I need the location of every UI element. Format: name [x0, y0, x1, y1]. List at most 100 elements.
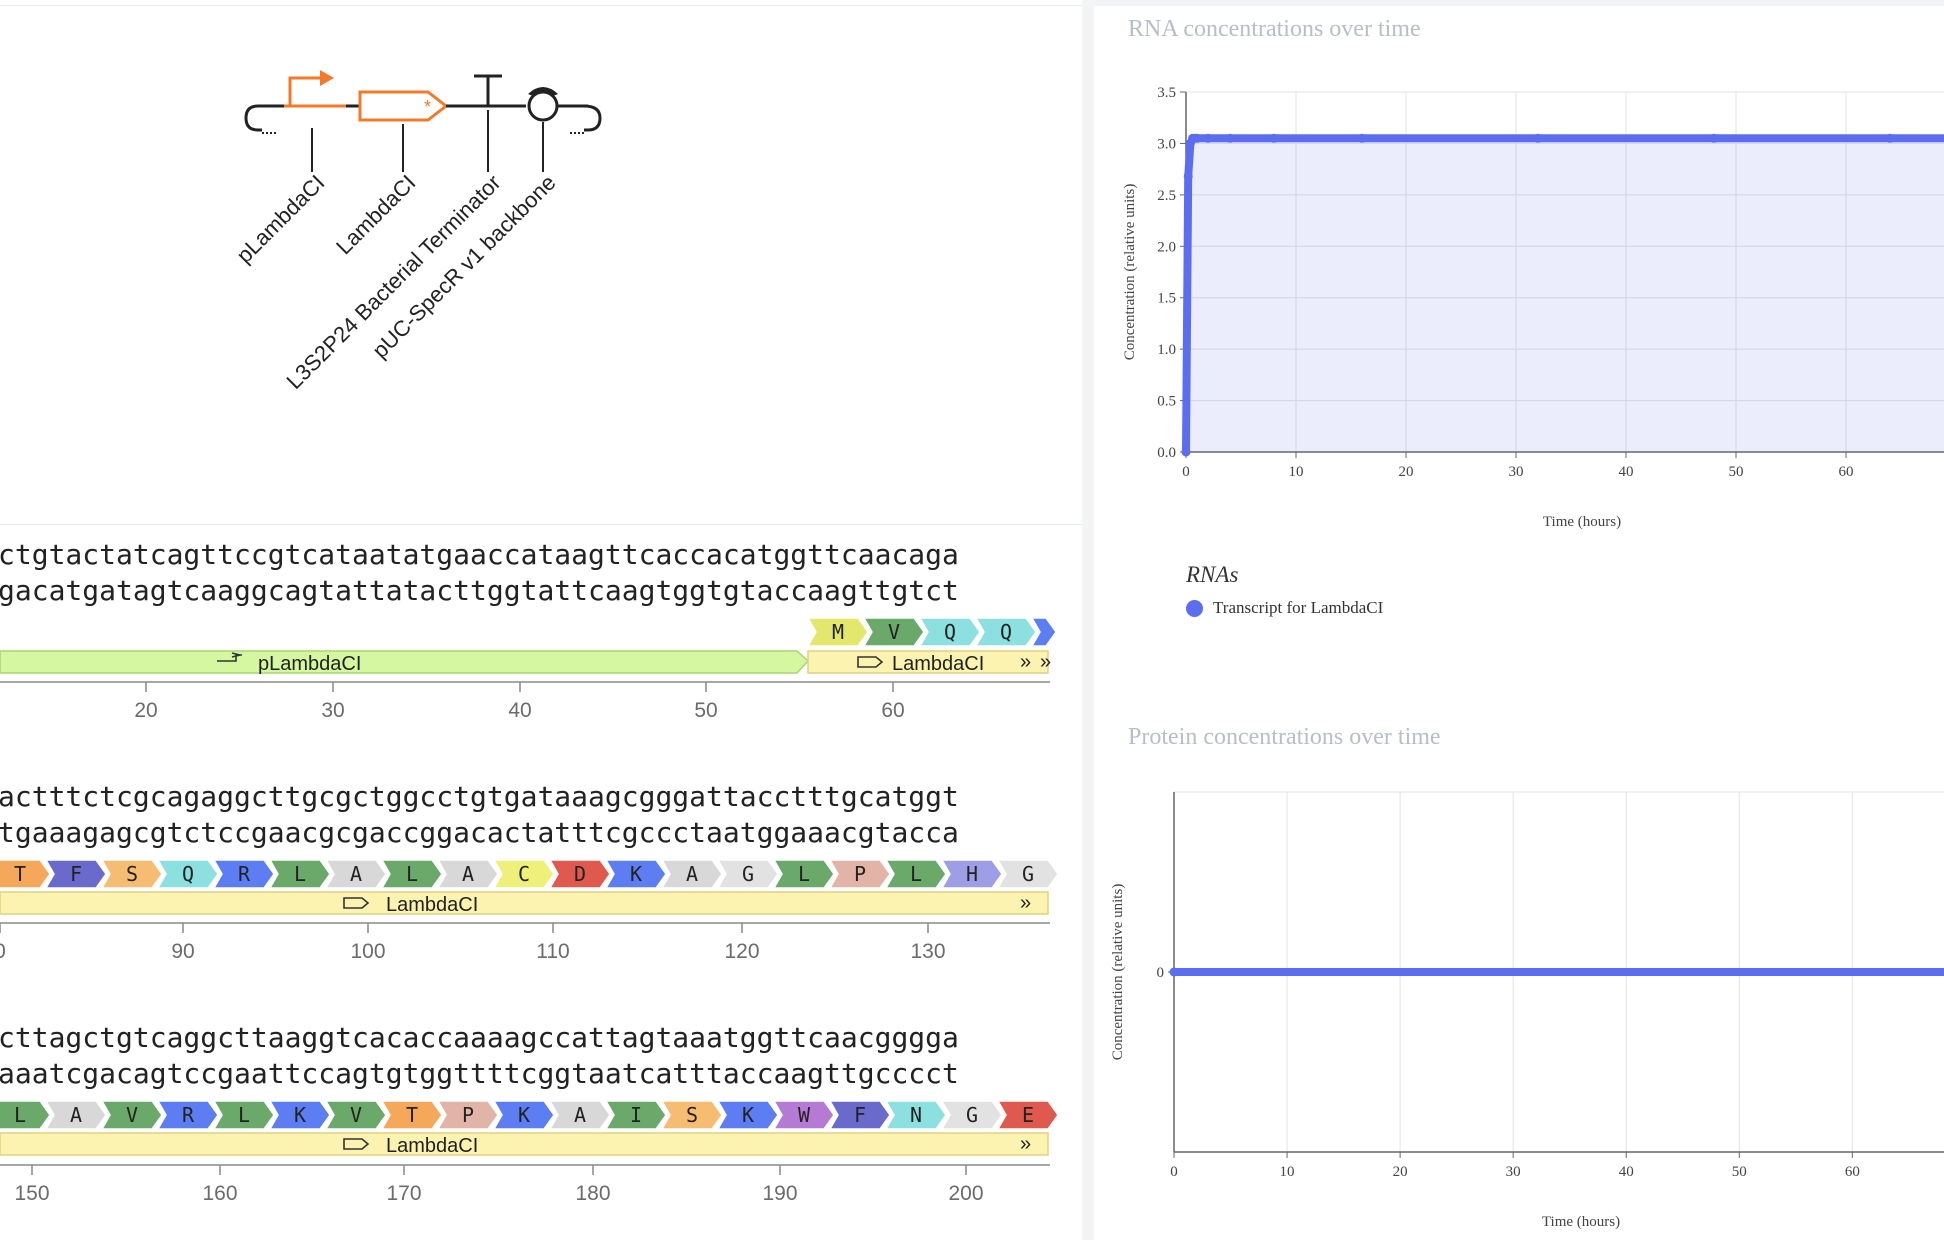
amino-acid-block[interactable] [492, 859, 555, 889]
data-point[interactable] [1357, 133, 1367, 143]
position-axis: 0 90 100 110 120 130 [0, 922, 1050, 963]
amino-acid-label: L [294, 862, 306, 886]
x-tick-label: 20 [1393, 1164, 1408, 1180]
top-strand[interactable]: cttagctgtcaggcttaaggtcacaccaaaagccattagt… [0, 1021, 959, 1054]
amino-acid-block[interactable] [492, 1100, 555, 1130]
data-point[interactable] [1181, 447, 1191, 457]
amino-acid-label: A [70, 1103, 82, 1127]
amino-acid-block[interactable] [996, 1100, 1059, 1130]
legend-item[interactable]: Transcript for LambdaCI [1186, 598, 1383, 618]
tick-label: 0 [0, 940, 6, 963]
y-tick-label: 0 [1157, 965, 1165, 981]
simulation-panel: RNA concentrations over time 0 10 20 30 40 50… [1094, 6, 1944, 1240]
sequence-row-3: cttagctgtcaggcttaaggtcacaccaaaagccattagt… [0, 1021, 1059, 1205]
amino-acid-block[interactable] [156, 1100, 219, 1130]
amino-acid-block[interactable] [548, 859, 611, 889]
amino-acid-block[interactable] [324, 1100, 387, 1130]
data-point[interactable] [1225, 133, 1235, 143]
protein-chart-title: Protein concentrations over time [1128, 724, 1441, 750]
data-point[interactable] [1885, 133, 1895, 143]
amino-acid-block[interactable] [716, 859, 779, 889]
cds-asterisk-icon: * [424, 97, 431, 117]
amino-acid-block[interactable] [772, 859, 835, 889]
amino-acid-block[interactable] [100, 1100, 163, 1130]
amino-acid-label: G [742, 862, 754, 886]
tick-label: 50 [694, 699, 717, 722]
amino-acid-label: Q [944, 620, 956, 644]
amino-acid-block[interactable] [268, 859, 331, 889]
amino-acid-label: S [126, 862, 138, 886]
amino-acid-label: K [518, 1103, 530, 1127]
amino-acid-block[interactable] [716, 1100, 779, 1130]
cds-glyph[interactable] [358, 90, 449, 122]
amino-acid-block[interactable] [828, 859, 891, 889]
bottom-strand[interactable]: gacatgatagtcaaggcagtattatacttggtattcaagt… [0, 574, 959, 607]
data-point[interactable] [1203, 133, 1213, 143]
amino-acid-block[interactable] [604, 859, 667, 889]
data-point[interactable] [1192, 133, 1202, 143]
amino-acid-block[interactable] [828, 1100, 891, 1130]
amino-acid-block[interactable] [156, 859, 219, 889]
amino-acid-block[interactable] [660, 859, 723, 889]
amino-acid-block[interactable] [806, 617, 869, 647]
amino-acid-label: A [350, 862, 362, 886]
amino-acid-block[interactable] [44, 859, 107, 889]
amino-acid-block[interactable] [436, 1100, 499, 1130]
amino-acid-block[interactable] [380, 1100, 443, 1130]
amino-acid-block[interactable] [212, 1100, 275, 1130]
data-point[interactable] [1169, 967, 1179, 977]
amino-acid-block[interactable] [0, 859, 51, 889]
amino-acid-block[interactable] [918, 617, 981, 647]
amino-acid-block[interactable] [660, 1100, 723, 1130]
feature-label: LambdaCI [892, 653, 984, 675]
top-strand[interactable]: actttctcgcagaggcttgcgctggcctgtgataaagcgg… [0, 780, 959, 813]
amino-acid-label: L [910, 862, 922, 886]
design-panel: * pLambdaCI LambdaCI L3S2P24 Bacterial T… [0, 0, 1082, 1240]
promoter-glyph[interactable] [288, 76, 322, 106]
feature-track: LambdaCI » [0, 891, 1049, 916]
rna-chart: 0102030405060700.00.51.01.52.02.53.03.5T… [1122, 85, 1944, 530]
amino-acid-block[interactable] [974, 617, 1037, 647]
feature-label: LambdaCI [386, 1135, 478, 1157]
amino-acid-label: Q [182, 862, 194, 886]
amino-acid-block[interactable] [996, 859, 1059, 889]
feature-cds[interactable] [0, 891, 1049, 915]
top-strand[interactable]: ctgtactatcagttccgtcataatatgaaccataagttca… [0, 538, 959, 571]
amino-acid-label: Q [1000, 620, 1012, 644]
tick-label: 130 [910, 940, 945, 963]
bottom-strand[interactable]: aaatcgacagtccgaattccagtgtggttttcggtaatca… [0, 1057, 959, 1090]
amino-acid-label: I [630, 1103, 642, 1127]
feature-label: LambdaCI [386, 894, 478, 916]
amino-acid-block[interactable] [212, 859, 275, 889]
amino-acid-label: F [70, 862, 82, 886]
cds-icon [857, 656, 884, 668]
chevron-right-icon: » [1040, 651, 1051, 673]
amino-acid-block[interactable] [100, 859, 163, 889]
amino-acid-label: G [1022, 862, 1034, 886]
feature-promoter[interactable] [0, 650, 810, 674]
amino-acid-block[interactable] [1030, 617, 1057, 647]
amino-acid-block[interactable] [324, 859, 387, 889]
amino-acid-block[interactable] [940, 859, 1003, 889]
amino-acid-block[interactable] [380, 859, 443, 889]
amino-acid-block[interactable] [44, 1100, 107, 1130]
data-point[interactable] [1269, 133, 1279, 143]
feature-cds[interactable] [0, 1132, 1049, 1156]
amino-acid-block[interactable] [268, 1100, 331, 1130]
amino-acid-block[interactable] [604, 1100, 667, 1130]
amino-acid-block[interactable] [884, 1100, 947, 1130]
amino-acid-label: T [406, 1103, 418, 1127]
amino-acid-block[interactable] [548, 1100, 611, 1130]
data-point[interactable] [1533, 133, 1543, 143]
data-point[interactable] [1183, 171, 1193, 181]
amino-acid-block[interactable] [862, 617, 925, 647]
amino-acid-block[interactable] [940, 1100, 1003, 1130]
bottom-strand[interactable]: tgaaagagcgtctccgaacgcgaccggacactatttcgcc… [0, 816, 959, 849]
amino-acid-block[interactable] [884, 859, 947, 889]
data-point[interactable] [1709, 133, 1719, 143]
amino-acid-block[interactable] [436, 859, 499, 889]
terminator-glyph[interactable] [474, 74, 502, 106]
amino-acid-block[interactable] [772, 1100, 835, 1130]
amino-acid-block[interactable] [0, 1100, 51, 1130]
